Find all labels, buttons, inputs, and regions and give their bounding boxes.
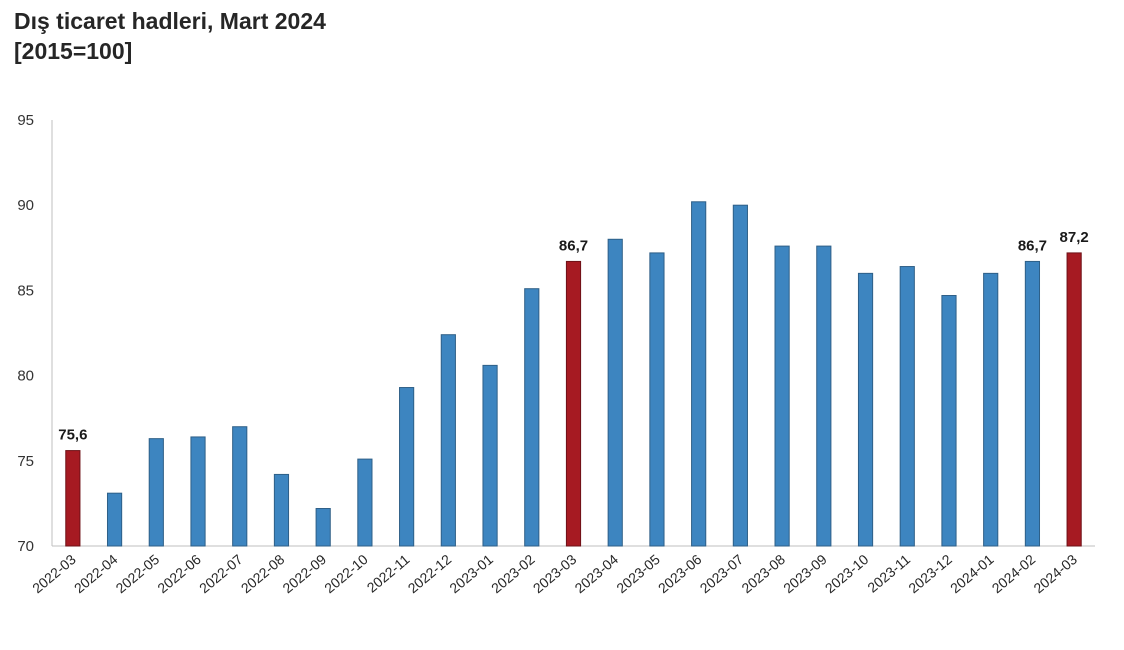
- svg-text:2023-06: 2023-06: [655, 551, 705, 596]
- svg-text:85: 85: [17, 282, 34, 299]
- svg-text:2023-10: 2023-10: [822, 551, 872, 596]
- svg-text:2022-12: 2022-12: [405, 551, 455, 596]
- svg-text:70: 70: [17, 538, 34, 555]
- svg-text:2022-09: 2022-09: [279, 551, 329, 596]
- svg-text:2023-03: 2023-03: [530, 551, 580, 596]
- svg-text:86,7: 86,7: [559, 237, 588, 254]
- svg-text:2022-03: 2022-03: [29, 551, 79, 596]
- svg-text:80: 80: [17, 368, 34, 385]
- svg-text:2024-01: 2024-01: [947, 551, 997, 596]
- svg-text:2022-07: 2022-07: [196, 551, 246, 596]
- svg-text:2024-03: 2024-03: [1030, 551, 1080, 596]
- svg-text:75: 75: [17, 453, 34, 470]
- svg-text:87,2: 87,2: [1060, 229, 1089, 246]
- svg-text:95: 95: [17, 112, 34, 129]
- svg-text:2022-04: 2022-04: [71, 551, 121, 596]
- svg-text:2023-02: 2023-02: [488, 551, 538, 596]
- svg-text:2022-05: 2022-05: [113, 551, 163, 596]
- svg-text:2023-07: 2023-07: [697, 551, 747, 596]
- svg-text:2024-02: 2024-02: [989, 551, 1039, 596]
- svg-text:2023-04: 2023-04: [571, 551, 621, 596]
- svg-text:2023-12: 2023-12: [905, 551, 955, 596]
- svg-text:2022-08: 2022-08: [238, 551, 288, 596]
- svg-text:2023-08: 2023-08: [738, 551, 788, 596]
- svg-text:2023-11: 2023-11: [864, 551, 913, 596]
- svg-text:86,7: 86,7: [1018, 237, 1047, 254]
- svg-text:90: 90: [17, 197, 34, 214]
- svg-text:2022-06: 2022-06: [154, 551, 204, 596]
- svg-text:2023-09: 2023-09: [780, 551, 830, 596]
- svg-text:2023-01: 2023-01: [446, 551, 496, 596]
- svg-text:2023-05: 2023-05: [613, 551, 663, 596]
- svg-text:2022-11: 2022-11: [364, 551, 413, 596]
- svg-text:2022-10: 2022-10: [321, 551, 371, 596]
- svg-text:75,6: 75,6: [58, 427, 87, 444]
